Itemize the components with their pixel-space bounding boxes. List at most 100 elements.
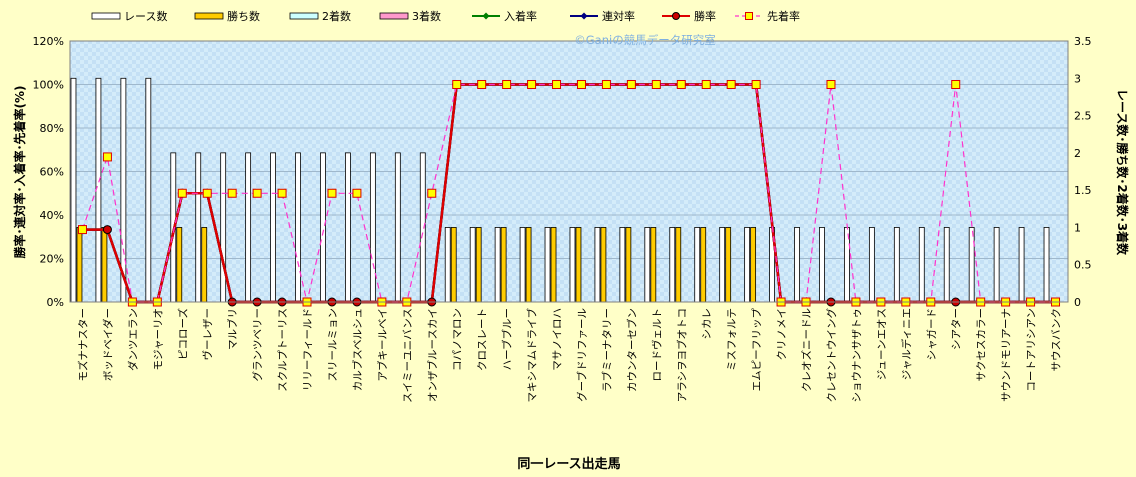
- bar-0-18: [519, 227, 526, 303]
- bar-0-9: [295, 152, 301, 303]
- category-label: サウンドモリアーナ: [1001, 308, 1013, 402]
- legend-label-7: 先着率: [767, 9, 800, 23]
- point-3-23: [651, 80, 661, 89]
- right-axis-ticks: 0 0.5 1 1.5 2 2.5 3 3.5: [1074, 35, 1092, 309]
- bar-0-5: [195, 152, 202, 303]
- x-axis-title: 同一レース出走馬: [517, 456, 620, 472]
- bar-1-17: [500, 227, 507, 303]
- bar-0-10: [320, 152, 326, 303]
- legend-marker-4: [482, 12, 490, 20]
- category-label: マキシマムドライブ: [526, 308, 539, 403]
- legend-label-6: 勝率: [694, 9, 716, 23]
- point-3-15: [452, 80, 462, 89]
- bar-0-32: [868, 227, 875, 303]
- bar-0-15: [444, 227, 451, 303]
- y-axis-title-right: レース数･勝ち数･2着数･3着数: [1115, 89, 1130, 256]
- bar-0-1: [95, 77, 102, 303]
- bar-1-24: [675, 227, 682, 303]
- category-label: カルブスベルシュ: [351, 308, 364, 391]
- bar-0-12: [369, 152, 376, 303]
- category-label: サクセスカラー: [976, 308, 988, 382]
- point-3-7: [252, 188, 262, 198]
- category-label: クレセントウイング: [825, 308, 838, 403]
- category-label: ラブミーナタリー: [600, 308, 613, 392]
- bar-0-6: [220, 152, 227, 303]
- series-line-3: [81, 83, 1056, 303]
- category-label: ジャルディニエ: [900, 308, 913, 380]
- bar-1-18: [525, 227, 532, 303]
- bar-0-8: [270, 152, 276, 303]
- category-label: スクルプトーリス: [277, 308, 289, 392]
- left-tick-label: 80%: [40, 122, 64, 135]
- bar-0-37: [993, 227, 1000, 303]
- point-3-4: [177, 188, 187, 198]
- category-label: ハーブブルー: [501, 308, 514, 370]
- category-label: コパノマロン: [452, 308, 464, 371]
- category-label: ショウナンサザトゥ: [851, 308, 863, 403]
- legend-swatch-2: [289, 12, 319, 20]
- point-3-35: [951, 80, 961, 89]
- right-tick-label: 1: [1074, 221, 1081, 234]
- point-3-16: [477, 80, 487, 89]
- left-tick-label: 20%: [40, 253, 64, 266]
- y-axis-title-left: 勝率･連対率･入着率･先着率(%): [12, 86, 27, 259]
- legend-label-2: 2着数: [322, 9, 351, 23]
- bar-0-22: [619, 227, 626, 303]
- legend-label-4: 入着率: [504, 9, 537, 23]
- point-3-0: [77, 225, 87, 235]
- bar-0-21: [594, 227, 601, 303]
- category-label: モズナナスター: [77, 308, 90, 382]
- bar-0-7: [245, 152, 252, 303]
- left-tick-label: 0%: [47, 296, 64, 309]
- right-tick-label: 1.5: [1074, 184, 1092, 197]
- category-label: サウスバンク: [1051, 308, 1063, 372]
- category-label: マルブリ: [226, 308, 239, 350]
- bar-0-13: [394, 152, 401, 303]
- bar-0-27: [744, 227, 751, 303]
- left-axis-ticks: 0% 20% 40% 60% 80% 100% 120%: [33, 35, 64, 309]
- right-tick-label: 2.5: [1074, 110, 1092, 123]
- legend-marker-7: [745, 12, 753, 20]
- point-3-22: [626, 80, 636, 89]
- bar-0-38: [1018, 227, 1025, 303]
- bar-1-15: [450, 227, 457, 303]
- legend-marker-6: [672, 12, 680, 20]
- category-label: グーブドリファール: [576, 308, 589, 402]
- point-3-10: [327, 188, 337, 198]
- category-label: シアター: [951, 308, 963, 350]
- category-label: リリーフィールド: [302, 308, 314, 391]
- point-3-27: [751, 80, 761, 89]
- point-3-19: [552, 80, 562, 89]
- bar-1-4: [176, 227, 183, 303]
- legend-label-5: 連対率: [602, 9, 635, 23]
- bar-1-20: [575, 227, 582, 303]
- bar-0-20: [569, 227, 576, 303]
- category-label: スリールミョン: [327, 308, 339, 382]
- bar-0-17: [494, 227, 501, 303]
- legend-swatch-1: [194, 12, 224, 20]
- bar-1-16: [475, 227, 482, 303]
- bar-1-26: [725, 227, 732, 303]
- point-3-20: [576, 80, 586, 89]
- bar-0-0: [70, 77, 77, 303]
- bar-0-23: [644, 227, 651, 303]
- legend: レース数 勝ち数 2着数 3着数 入着率 連対率 勝率 先着率: [91, 9, 800, 23]
- legend-label-3: 3着数: [412, 9, 441, 23]
- category-label: アブキールベイ: [376, 308, 389, 382]
- category-label: エムピーフリップ: [751, 308, 763, 392]
- legend-label-0: レース数: [124, 10, 167, 23]
- category-label: コートアリシアン: [1026, 308, 1038, 392]
- bar-0-24: [669, 227, 676, 303]
- bar-0-26: [719, 227, 726, 303]
- right-tick-label: 3: [1074, 72, 1081, 85]
- category-label: ピコローズ: [176, 308, 189, 360]
- plot-border: [69, 40, 1069, 303]
- point-3-30: [826, 80, 836, 89]
- bar-1-21: [600, 227, 607, 303]
- point-3-21: [601, 80, 611, 89]
- legend-label-1: 勝ち数: [227, 9, 260, 23]
- point-3-1: [102, 152, 112, 162]
- bar-0-39: [1043, 227, 1050, 303]
- category-label: シャガード: [926, 308, 938, 361]
